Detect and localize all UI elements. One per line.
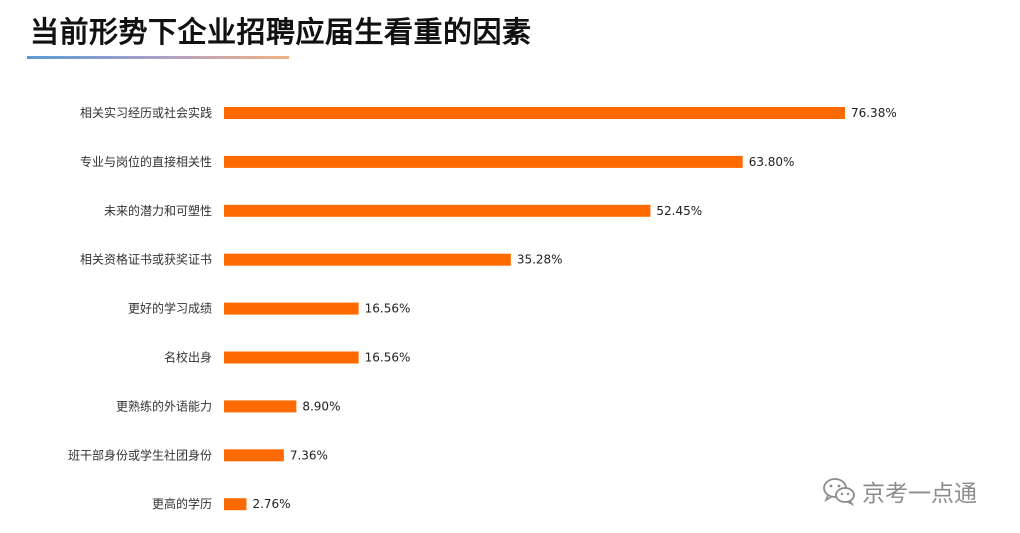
- bar: [224, 253, 511, 266]
- bar: [224, 107, 845, 119]
- bar: [224, 302, 359, 315]
- bar: [224, 498, 247, 511]
- bar-chart: 相关实习经历或社会实践 76.38% 专业与岗位的直接相关性 63.80% 未来的潜力和…: [68, 105, 897, 511]
- bar: [224, 449, 284, 462]
- bar: [224, 351, 359, 364]
- bar: [224, 204, 651, 217]
- category-label: 更好的学习成绩: [128, 301, 212, 316]
- value-label: 63.80%: [749, 155, 795, 169]
- value-label: 16.56%: [365, 351, 411, 365]
- category-label: 未来的潜力和可塑性: [104, 203, 212, 218]
- watermark: 京考一点通: [822, 474, 977, 508]
- value-label: 35.28%: [517, 253, 563, 267]
- bar: [224, 155, 743, 168]
- value-label: 7.36%: [290, 448, 328, 462]
- category-label: 相关实习经历或社会实践: [80, 105, 212, 120]
- value-label: 8.90%: [302, 399, 340, 413]
- category-label: 相关资格证书或获奖证书: [80, 252, 212, 267]
- page-title: 当前形势下企业招聘应届生看重的因素: [30, 15, 532, 49]
- category-label: 名校出身: [164, 350, 212, 365]
- category-label: 更熟练的外语能力: [116, 398, 212, 413]
- value-label: 76.38%: [851, 106, 897, 120]
- title-underline: [27, 56, 289, 59]
- category-label: 专业与岗位的直接相关性: [80, 154, 212, 169]
- value-label: 16.56%: [365, 302, 411, 316]
- category-label: 班干部身份或学生社团身份: [68, 447, 212, 462]
- watermark-text: 京考一点通: [862, 481, 977, 507]
- wechat-icon: [823, 478, 855, 506]
- value-label: 2.76%: [252, 497, 290, 511]
- category-label: 更高的学历: [152, 496, 212, 511]
- value-label: 52.45%: [656, 204, 702, 218]
- bar: [224, 400, 297, 413]
